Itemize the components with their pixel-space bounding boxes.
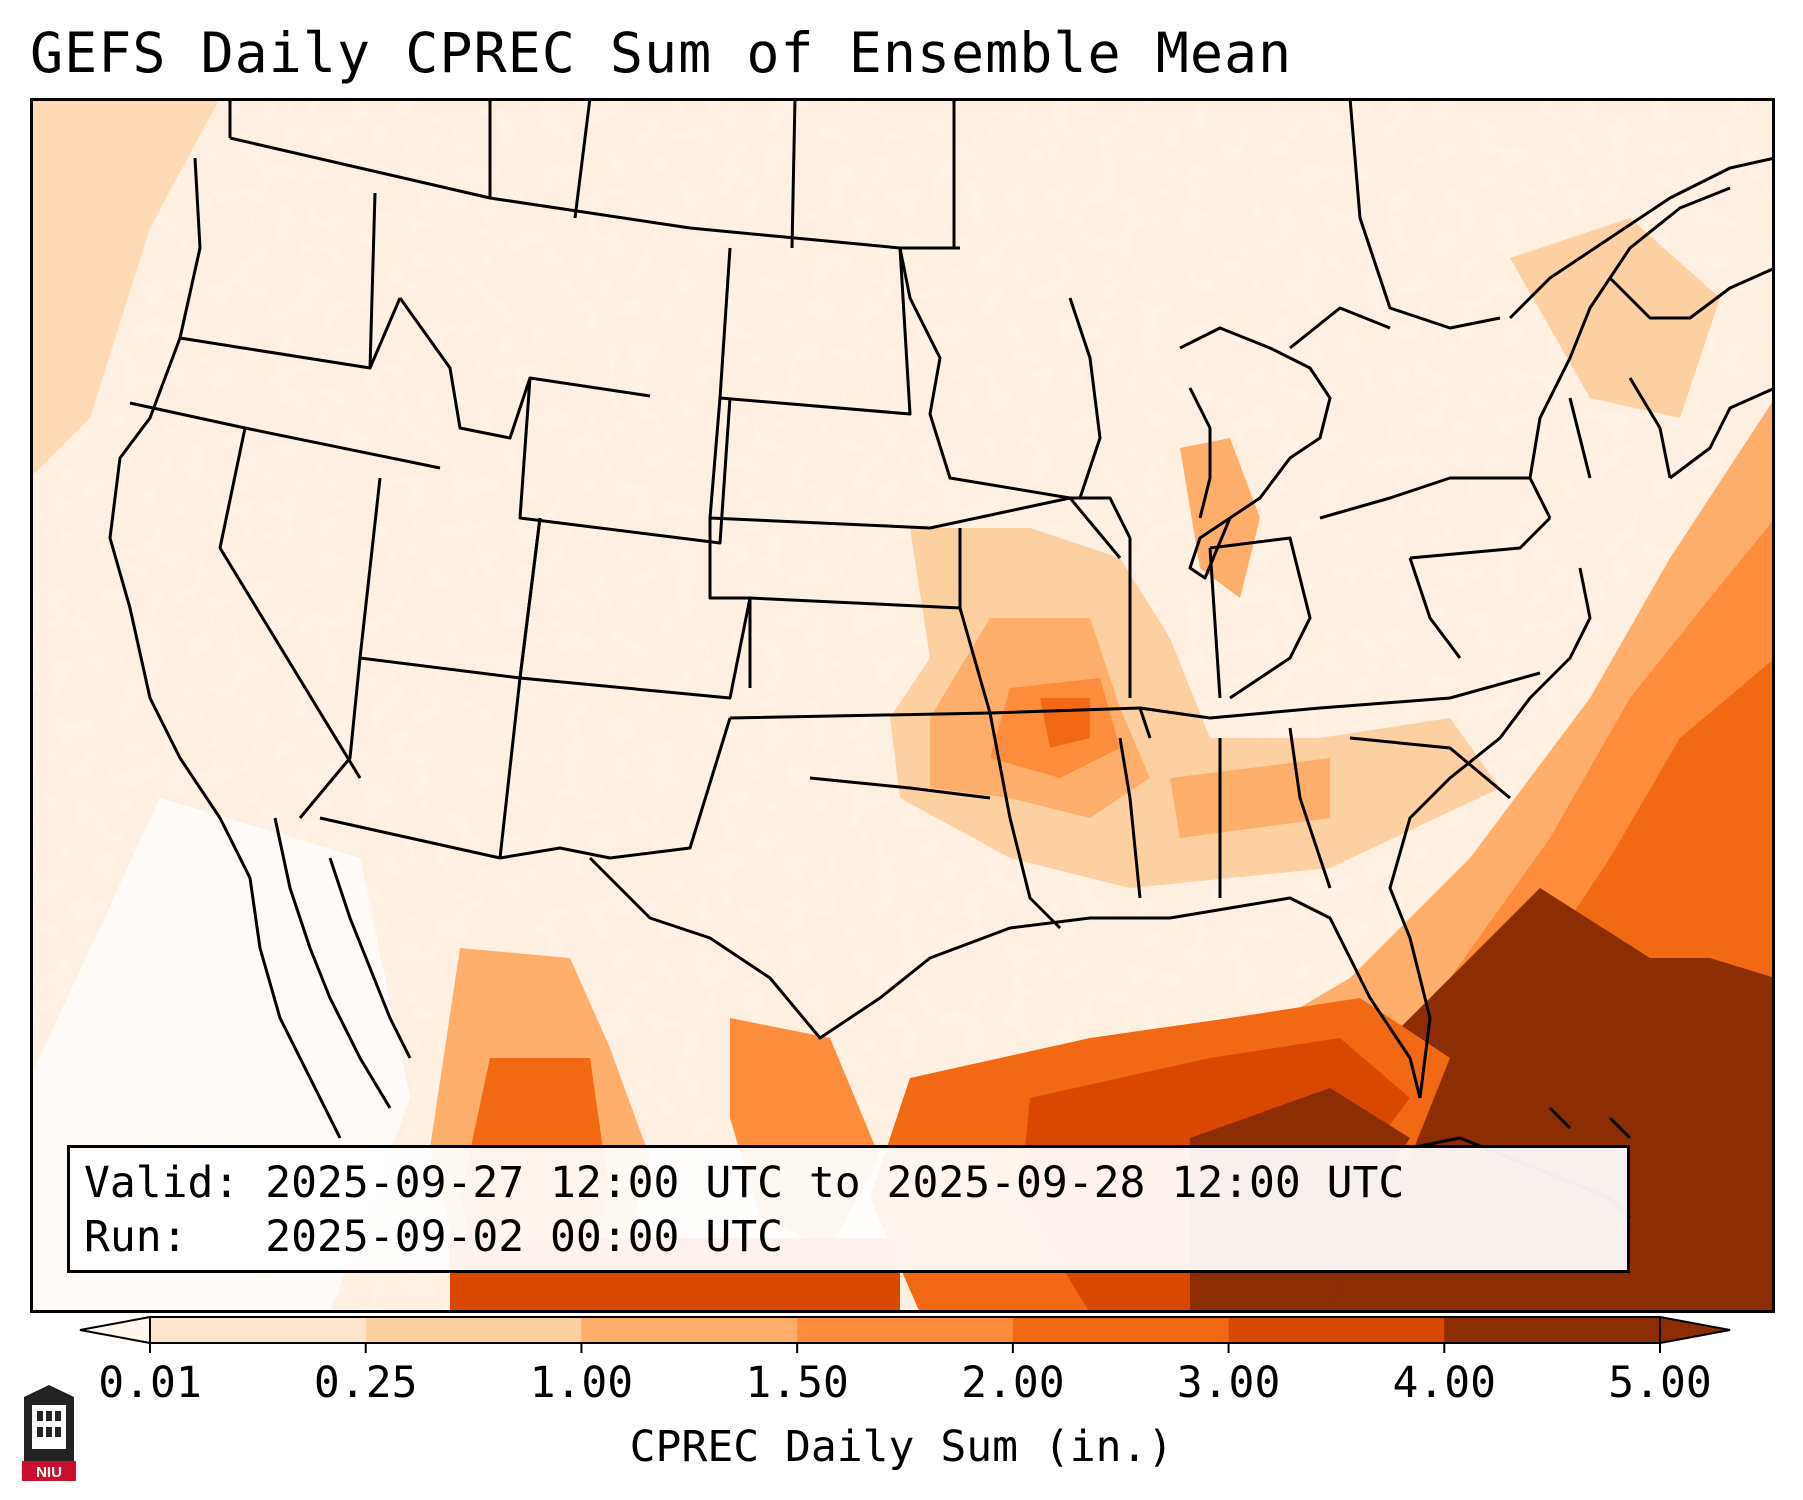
colorbar-segment <box>365 1317 582 1343</box>
map-boundaries <box>108 98 1775 1220</box>
valid-value: 2025-09-27 12:00 UTC to 2025-09-28 12:00… <box>265 1158 1405 1208</box>
niu-logo-text: NIU <box>36 1464 62 1481</box>
baja-coastline <box>273 817 392 1109</box>
colorbar-segment <box>581 1317 798 1343</box>
colorbar-tick-label: 1.00 <box>529 1358 634 1408</box>
colorbar-outline <box>149 1316 1661 1344</box>
valid-row: Valid: 2025-09-27 12:00 UTC to 2025-09-2… <box>84 1156 1613 1210</box>
us-canada-border <box>229 136 960 250</box>
colorbar-tick-label: 0.01 <box>98 1358 202 1408</box>
gulf-coastline <box>588 856 1422 1099</box>
florida-coastline <box>1388 567 1592 1099</box>
run-row: Run: 2025-09-02 00:00 UTC <box>84 1210 1613 1264</box>
colorbar-tick-label: 1.50 <box>745 1358 849 1408</box>
colorbar-tick-label: 5.00 <box>1608 1358 1712 1408</box>
pacific-coastline <box>108 157 342 1139</box>
map-frame <box>30 98 1775 1313</box>
colorbar-segment <box>150 1317 367 1343</box>
colorbar-tick-label: 2.00 <box>961 1358 1065 1408</box>
colorbar-label: CPREC Daily Sum (in.) <box>629 1422 1174 1472</box>
colorbar <box>79 1315 1731 1353</box>
valid-label: Valid: <box>84 1158 240 1208</box>
map-title: GEFS Daily CPREC Sum of Ensemble Mean <box>30 21 1293 85</box>
colorbar-segment <box>1228 1317 1445 1343</box>
great-lakes-shoreline <box>1179 326 1332 580</box>
colorbar-segment <box>797 1317 1014 1343</box>
colorbar-tick-label: 0.25 <box>313 1358 418 1408</box>
niu-logo: NIU <box>22 1385 76 1481</box>
colorbar-extend-high <box>1659 1315 1731 1345</box>
precipitation-map <box>30 98 1775 1313</box>
validity-info-box: Valid: 2025-09-27 12:00 UTC to 2025-09-2… <box>67 1145 1630 1273</box>
colorbar-extend-low <box>79 1315 151 1345</box>
colorbar-segment <box>1012 1317 1230 1343</box>
precip-field-pacific <box>30 98 220 478</box>
run-label: Run: <box>84 1212 188 1262</box>
run-value: 2025-09-02 00:00 UTC <box>265 1212 783 1262</box>
colorbar-segment <box>1444 1317 1661 1343</box>
colorbar-tick-label: 4.00 <box>1392 1358 1497 1408</box>
colorbar-tick-label: 3.00 <box>1176 1358 1281 1408</box>
